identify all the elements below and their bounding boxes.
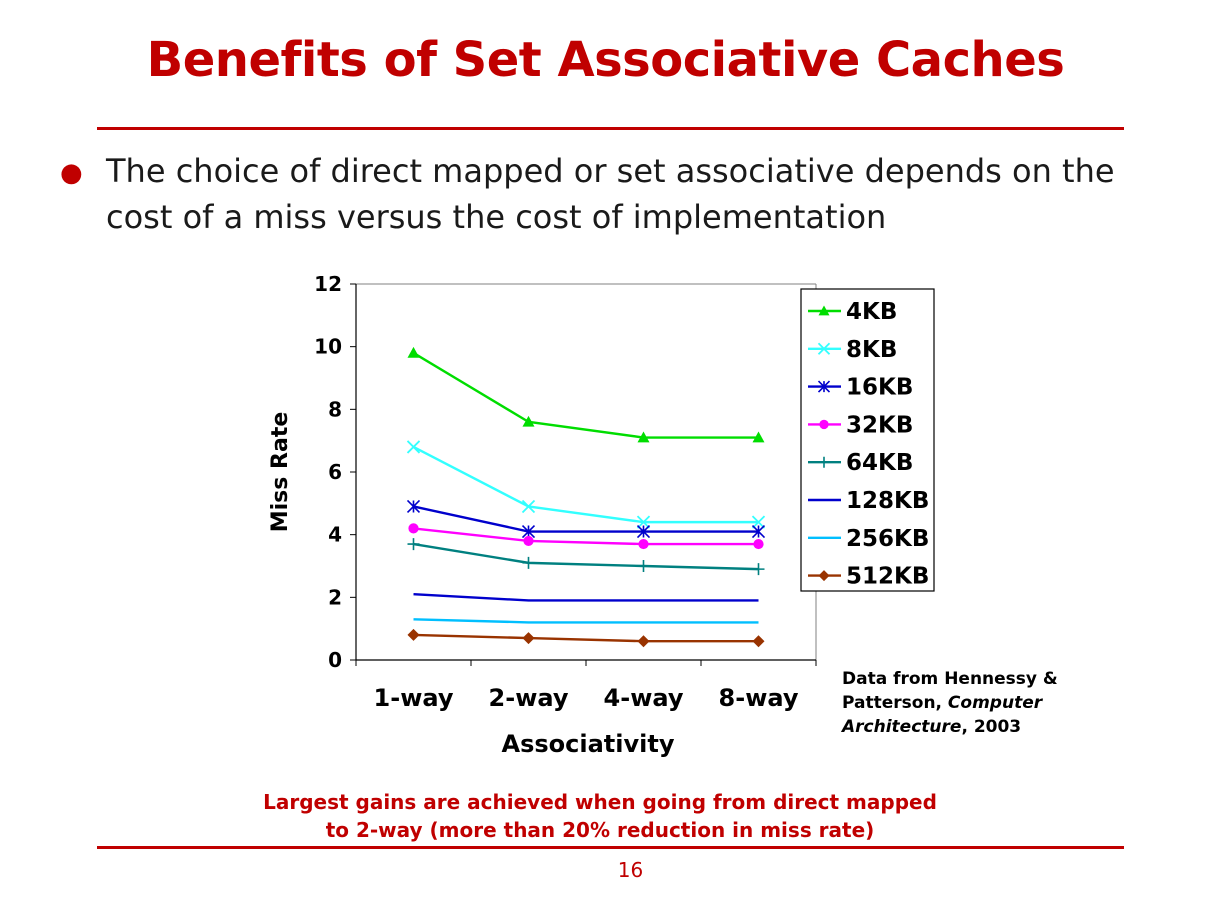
bullet-text: The choice of direct mapped or set assoc… (106, 152, 1115, 236)
y-tick-label: 6 (328, 460, 342, 484)
data-point-16kb (751, 524, 766, 539)
miss-rate-chart: 0 2 4 6 8 10 12 1-way 2-way 4-way 8-way Associativi… (268, 272, 935, 758)
conclusion-text: Largest gains are achieved when going fr… (200, 788, 1000, 844)
y-tick-label: 0 (328, 648, 342, 672)
legend-label-128kb: 128KB (846, 488, 929, 514)
source-note-prefix: Data from Hennessy & Patterson, (842, 669, 1058, 713)
series-line-256kb (413, 618, 759, 624)
source-note-suffix: , 2003 (961, 717, 1022, 737)
legend-label-16kb: 16KB (846, 375, 913, 401)
data-point-512kb (637, 635, 650, 648)
legend-label-512kb: 512KB (846, 564, 929, 590)
series-line-128kb (413, 593, 759, 602)
data-point-64kb (752, 563, 765, 576)
data-point-64kb (522, 556, 535, 569)
x-tick-label: 8-way (719, 684, 799, 712)
slide-title: Benefits of Set Associative Caches (146, 32, 1065, 88)
y-tick-label: 8 (328, 397, 342, 421)
legend-label-8kb: 8KB (846, 337, 897, 363)
y-tick-label: 4 (328, 523, 342, 547)
data-point-4kb (637, 431, 650, 443)
source-note: Data from Hennessy & Patterson, Computer… (842, 667, 1102, 739)
series-line-512kb (413, 633, 759, 643)
legend-label-32kb: 32KB (846, 412, 913, 438)
x-tick-label: 1-way (374, 684, 454, 712)
legend-marker-512kb (818, 570, 830, 582)
legend-marker-16kb (817, 380, 831, 393)
data-point-4kb (407, 346, 420, 358)
data-point-512kb (752, 635, 765, 648)
data-point-4kb (522, 415, 535, 427)
legend-marker-32kb (819, 419, 829, 430)
legend-label-64kb: 64KB (846, 450, 913, 476)
legend-marker-8kb (817, 342, 831, 355)
series-line-8kb (412, 445, 759, 524)
y-tick-label: 2 (328, 585, 342, 609)
data-point-32kb (753, 538, 764, 550)
series-line-16kb (413, 505, 759, 533)
legend-marker-4kb (818, 305, 830, 316)
legend-marker-64kb (818, 456, 830, 468)
data-point-64kb (637, 560, 650, 572)
data-point-512kb (407, 628, 420, 641)
data-point-32kb (638, 538, 649, 550)
data-point-64kb (407, 538, 420, 551)
data-point-32kb (408, 523, 419, 534)
title-divider (97, 127, 1124, 130)
data-point-8kb (406, 440, 421, 454)
data-point-16kb (406, 499, 421, 514)
data-point-8kb (636, 515, 651, 529)
y-tick-label: 10 (314, 335, 342, 359)
series-line-32kb (413, 527, 759, 546)
data-point-8kb (521, 499, 536, 514)
page-number: 16 (617, 858, 644, 882)
legend-label-256kb: 256KB (846, 526, 929, 552)
legend-box (800, 288, 935, 592)
x-tick-label: 4-way (604, 684, 684, 712)
bullet-marker: ● (60, 158, 83, 188)
series-line-4kb (412, 351, 759, 439)
data-point-4kb (752, 431, 765, 443)
footer-divider (97, 846, 1124, 849)
data-point-32kb (523, 535, 534, 547)
series-line-64kb (413, 542, 759, 571)
conclusion-line-1: Largest gains are achieved when going fr… (263, 790, 937, 814)
data-point-16kb (521, 524, 536, 539)
y-axis-title: Miss Rate (268, 412, 293, 533)
data-point-16kb (636, 524, 651, 539)
legend-label-4kb: 4KB (846, 299, 897, 325)
source-note-book-title: Computer Architecture (842, 693, 1043, 737)
data-point-512kb (522, 632, 535, 645)
conclusion-line-2: to 2-way (more than 20% reduction in mis… (325, 818, 875, 842)
y-tick-label: 12 (314, 272, 342, 296)
x-axis-title: Associativity (502, 730, 675, 758)
data-point-8kb (751, 515, 766, 529)
x-tick-label: 2-way (489, 684, 569, 712)
